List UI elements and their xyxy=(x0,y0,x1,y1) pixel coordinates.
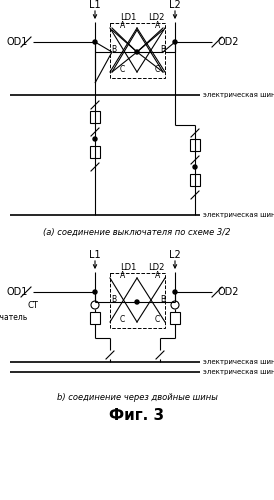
Text: L2: L2 xyxy=(169,0,181,10)
Text: b) соединение через двойные шины: b) соединение через двойные шины xyxy=(56,394,218,402)
Text: C: C xyxy=(155,316,160,324)
Circle shape xyxy=(93,40,97,44)
Text: C: C xyxy=(120,316,125,324)
Circle shape xyxy=(93,290,97,294)
Bar xyxy=(190,174,200,186)
Text: (а) соединение выключателя по схеме 3/2: (а) соединение выключателя по схеме 3/2 xyxy=(43,228,231,236)
Text: OD2: OD2 xyxy=(217,287,238,297)
Text: C: C xyxy=(120,66,125,74)
Text: C: C xyxy=(155,66,160,74)
Text: A: A xyxy=(120,272,125,280)
Text: L1: L1 xyxy=(89,0,101,10)
Text: B: B xyxy=(111,46,116,54)
Text: LD1: LD1 xyxy=(120,264,136,272)
Text: B: B xyxy=(160,46,165,54)
Text: LD2: LD2 xyxy=(148,264,164,272)
Text: электрическая шина 2: электрическая шина 2 xyxy=(203,369,274,375)
Bar xyxy=(110,273,165,328)
Circle shape xyxy=(135,50,139,54)
Text: CT: CT xyxy=(27,300,38,310)
Text: OD2: OD2 xyxy=(217,37,238,47)
Bar xyxy=(110,23,165,78)
Text: LD1: LD1 xyxy=(120,14,136,22)
Text: выключатель: выключатель xyxy=(0,314,28,322)
Text: A: A xyxy=(120,22,125,30)
Text: электрическая шина 1: электрическая шина 1 xyxy=(203,92,274,98)
Circle shape xyxy=(173,290,177,294)
Bar xyxy=(90,111,100,123)
Text: A: A xyxy=(155,272,160,280)
Text: Фиг. 3: Фиг. 3 xyxy=(109,408,165,422)
Text: электрическая шина 2: электрическая шина 2 xyxy=(203,212,274,218)
Text: A: A xyxy=(155,22,160,30)
Circle shape xyxy=(135,300,139,304)
Text: OD1: OD1 xyxy=(7,287,28,297)
Bar xyxy=(90,312,100,324)
Circle shape xyxy=(173,40,177,44)
Text: L1: L1 xyxy=(89,250,101,260)
Bar xyxy=(170,312,180,324)
Bar xyxy=(90,146,100,158)
Text: L2: L2 xyxy=(169,250,181,260)
Bar xyxy=(190,139,200,151)
Text: LD2: LD2 xyxy=(148,14,164,22)
Text: B: B xyxy=(160,296,165,304)
Text: B: B xyxy=(111,296,116,304)
Text: электрическая шина 1: электрическая шина 1 xyxy=(203,359,274,365)
Text: OD1: OD1 xyxy=(7,37,28,47)
Circle shape xyxy=(93,137,97,141)
Circle shape xyxy=(193,165,197,169)
